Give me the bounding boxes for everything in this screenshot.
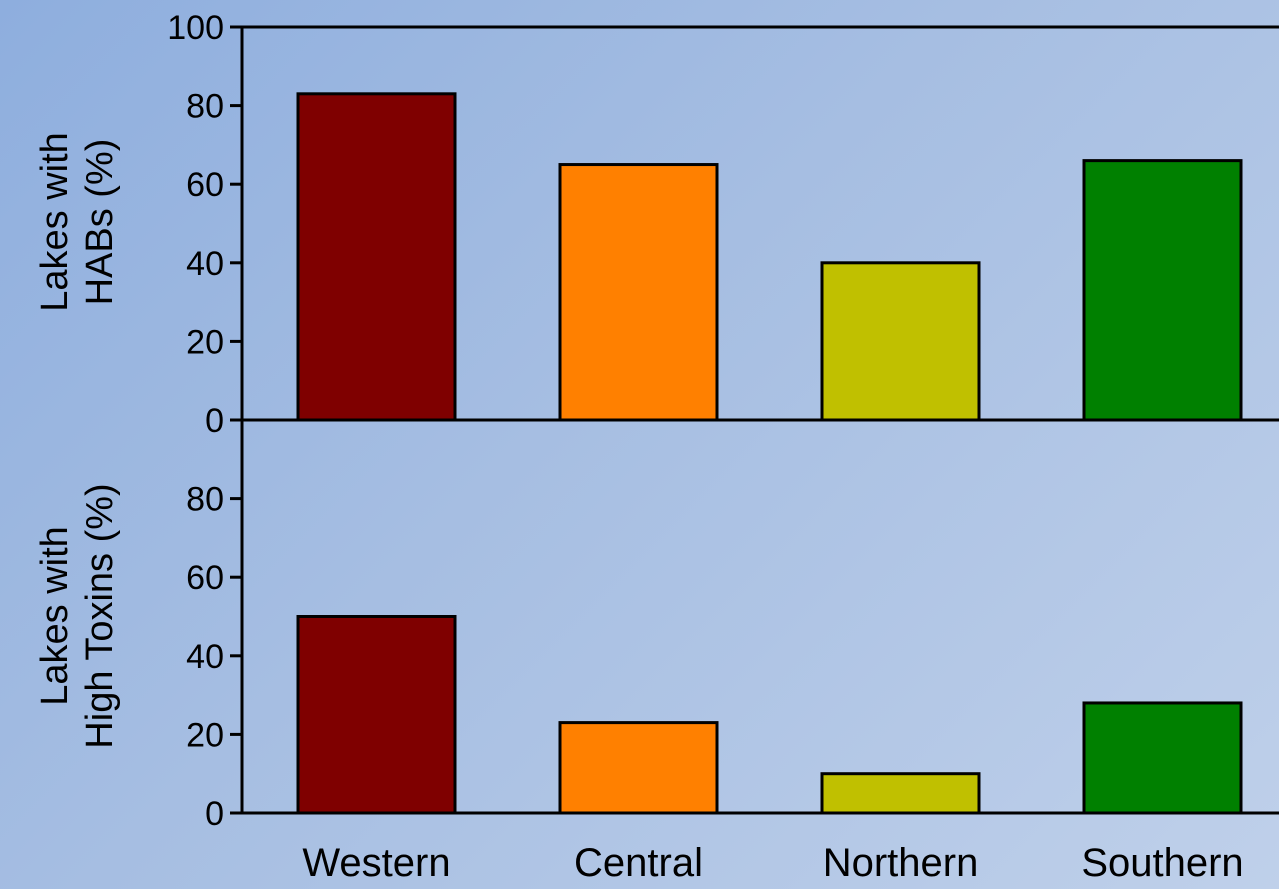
y-tick-label: 60 bbox=[186, 559, 224, 597]
bar-western-toxins bbox=[296, 615, 457, 815]
x-category-label: Northern bbox=[823, 841, 979, 885]
y-tick-label: 60 bbox=[186, 166, 224, 204]
bar-northern-habs bbox=[820, 261, 981, 422]
y-tick-label: 20 bbox=[186, 323, 224, 361]
x-category-label: Western bbox=[302, 841, 450, 885]
y-axis-title-line: High Toxins (%) bbox=[79, 483, 121, 748]
y-tick-label: 80 bbox=[186, 88, 224, 126]
bar-central-toxins bbox=[558, 721, 719, 815]
y-tick-label: 0 bbox=[205, 795, 224, 833]
y-axis-title-line: HABs (%) bbox=[79, 139, 121, 306]
y-tick-label: 0 bbox=[205, 402, 224, 440]
bar-western-habs bbox=[296, 92, 457, 422]
bar-southern-habs bbox=[1082, 159, 1243, 422]
y-axis-title-line: Lakes with bbox=[34, 526, 76, 706]
bar-central-habs bbox=[558, 163, 719, 422]
y-axis-title-line: Lakes with bbox=[34, 132, 76, 312]
y-tick-label: 20 bbox=[186, 716, 224, 754]
x-category-label: Central bbox=[574, 841, 703, 885]
y-tick-label: 40 bbox=[186, 638, 224, 676]
y-tick-label: 40 bbox=[186, 245, 224, 283]
bar-northern-toxins bbox=[820, 772, 981, 815]
x-category-label: Southern bbox=[1081, 841, 1243, 885]
y-tick-label: 100 bbox=[167, 9, 224, 47]
bar-southern-toxins bbox=[1082, 701, 1243, 815]
y-tick-label: 80 bbox=[186, 481, 224, 519]
